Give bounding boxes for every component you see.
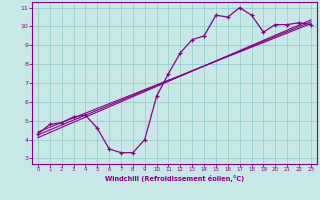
X-axis label: Windchill (Refroidissement éolien,°C): Windchill (Refroidissement éolien,°C): [105, 175, 244, 182]
